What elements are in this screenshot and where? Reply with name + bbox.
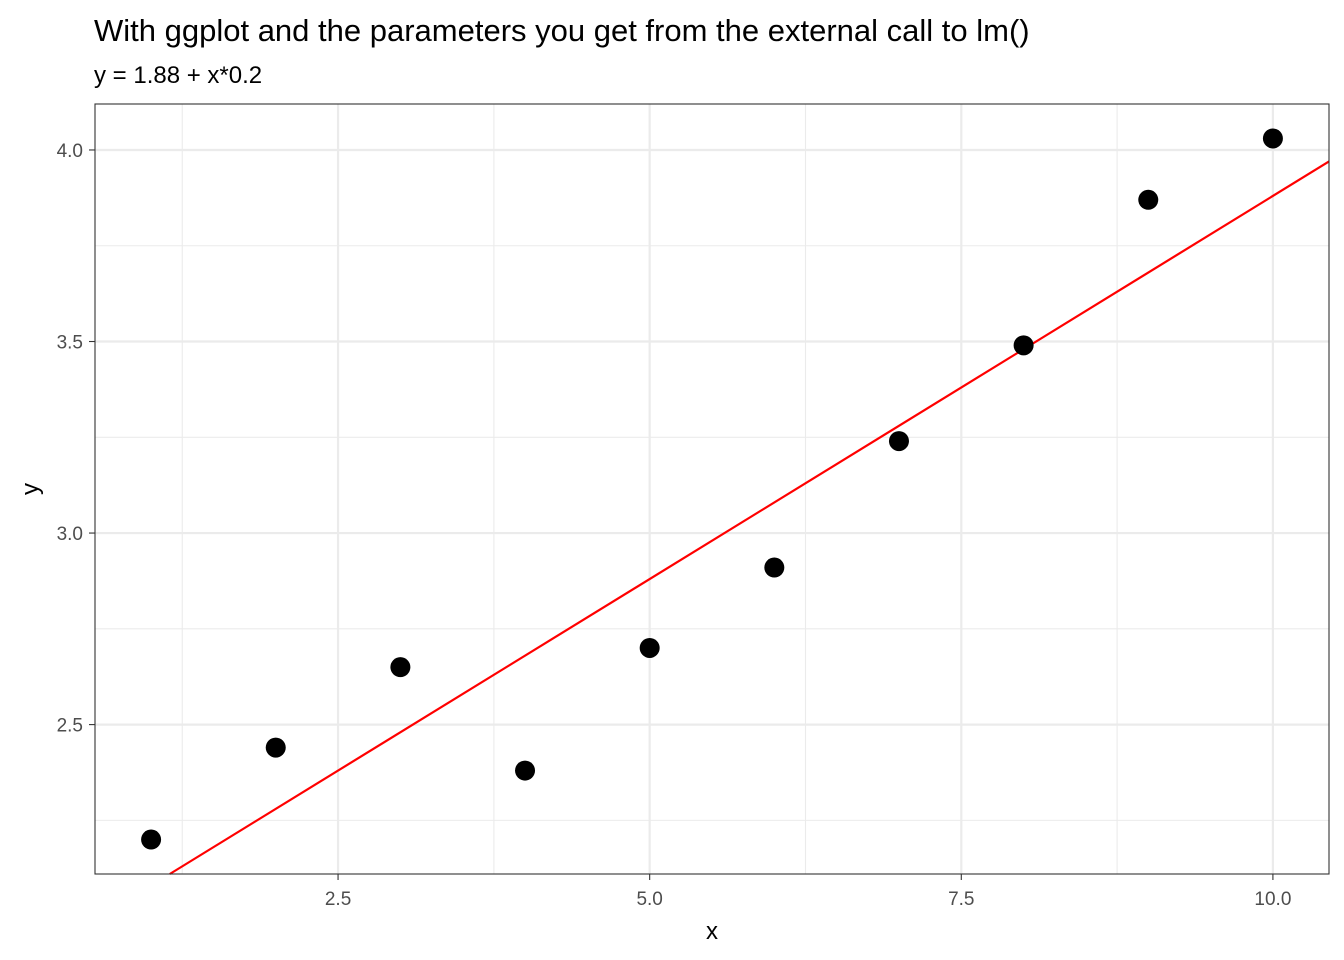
x-tick-label-0: 2.5 [325, 889, 351, 910]
y-tick-label-3: 4.0 [57, 141, 83, 162]
y-tick-label-0: 2.5 [57, 716, 83, 737]
data-point-4 [515, 760, 536, 781]
x-axis-label: x [706, 918, 718, 945]
data-point-7 [888, 431, 909, 452]
panel-background [95, 104, 1329, 874]
data-point-6 [764, 557, 785, 578]
data-point-5 [639, 637, 660, 658]
panel-border [94, 103, 1330, 875]
x-tick-label-1: 5.0 [636, 889, 662, 910]
chart-title: With ggplot and the parameters you get f… [94, 13, 1030, 48]
data-point-8 [1013, 335, 1034, 356]
regression-line [169, 160, 1330, 875]
x-tick-label-2: 7.5 [948, 889, 974, 910]
data-point-3 [390, 657, 411, 678]
x-tick-label-3: 10.0 [1254, 889, 1291, 910]
chart-subtitle: y = 1.88 + x*0.2 [94, 62, 262, 89]
data-point-9 [1138, 189, 1159, 210]
data-point-1 [141, 829, 162, 850]
data-point-10 [1262, 128, 1283, 149]
y-tick-label-2: 3.5 [57, 333, 83, 354]
y-axis-label: y [17, 483, 44, 495]
y-tick-label-1: 3.0 [57, 524, 83, 545]
plot-area: 2.5 5.0 7.5 10.0 2.5 3.0 3.5 4.0 [57, 103, 1330, 910]
data-point-2 [265, 737, 286, 758]
